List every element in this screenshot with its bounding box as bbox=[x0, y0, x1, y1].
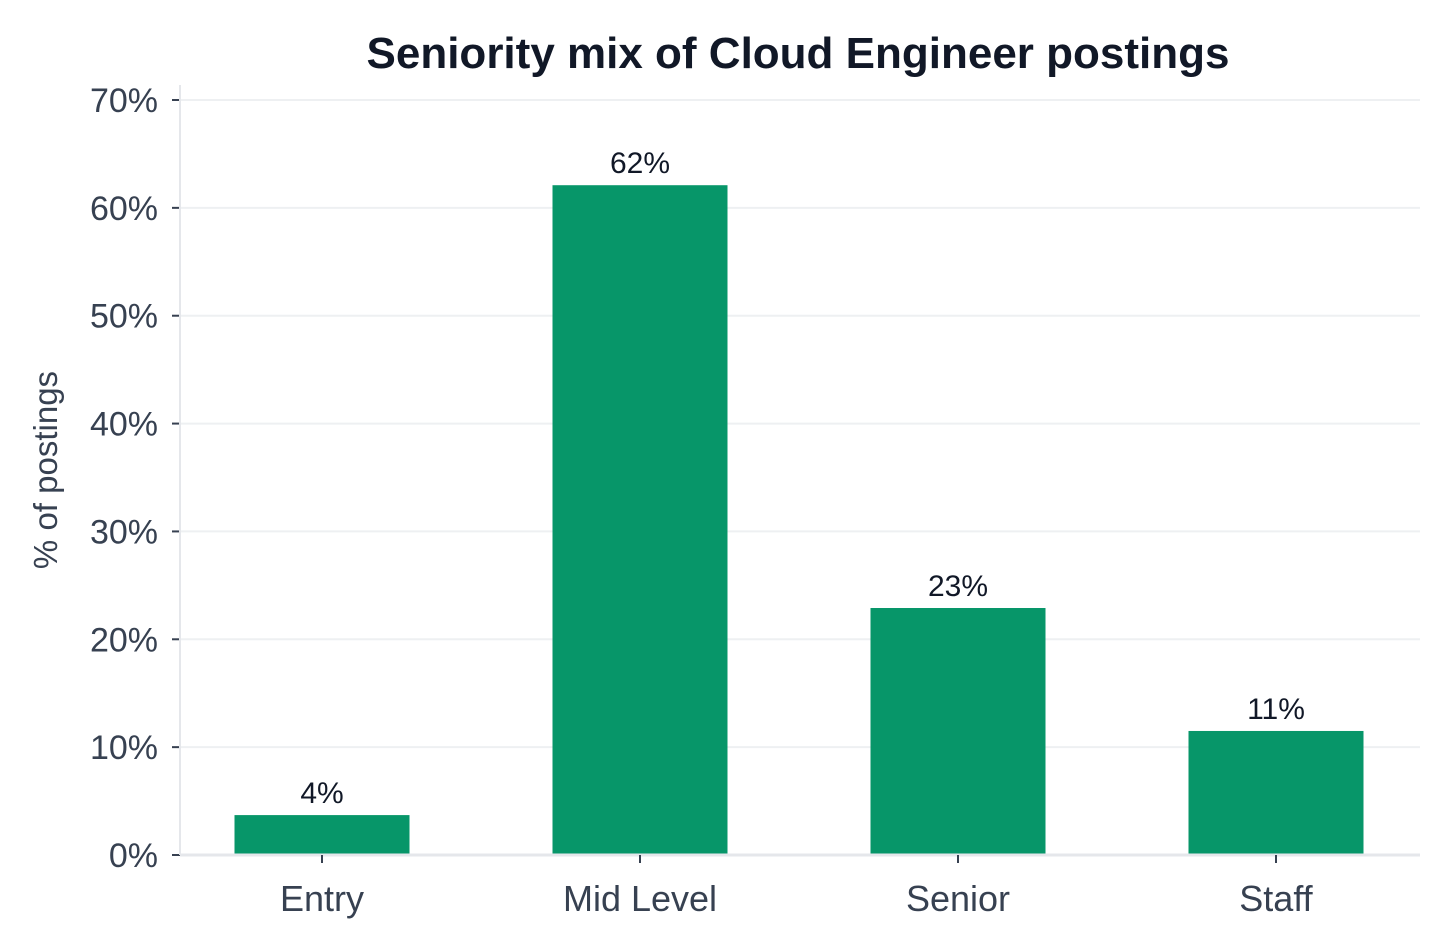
bar-mid-level bbox=[552, 185, 728, 854]
bar-senior bbox=[870, 608, 1046, 854]
data-label: 62% bbox=[610, 147, 670, 180]
y-tick-label: 70% bbox=[90, 82, 158, 120]
data-label: 4% bbox=[300, 777, 343, 810]
bars: 4% 62% 23% 11% bbox=[234, 147, 1364, 854]
y-tick-label: 30% bbox=[90, 513, 158, 551]
y-tick-label: 50% bbox=[90, 298, 158, 336]
x-tick-label: Mid Level bbox=[563, 878, 717, 919]
y-tick-label: 60% bbox=[90, 190, 158, 228]
bar-staff bbox=[1188, 730, 1364, 854]
x-tick-label: Entry bbox=[280, 878, 364, 919]
x-tick-label: Staff bbox=[1239, 878, 1313, 919]
axes: 0% 10% 20% 30% 40% 50% 60% 70% Entry Mid Level Sen… bbox=[90, 82, 1420, 919]
y-tick-label: 0% bbox=[109, 837, 158, 875]
y-tick-label: 10% bbox=[90, 729, 158, 767]
y-axis-label: % of postings bbox=[27, 371, 64, 569]
bar-entry bbox=[234, 815, 410, 854]
x-tick-label: Senior bbox=[906, 878, 1010, 919]
data-label: 23% bbox=[928, 570, 988, 603]
chart-title: Seniority mix of Cloud Engineer postings bbox=[367, 29, 1230, 78]
data-label: 11% bbox=[1247, 693, 1305, 726]
y-tick-label: 20% bbox=[90, 621, 158, 659]
gridlines bbox=[180, 99, 1420, 749]
y-tick-label: 40% bbox=[90, 406, 158, 444]
